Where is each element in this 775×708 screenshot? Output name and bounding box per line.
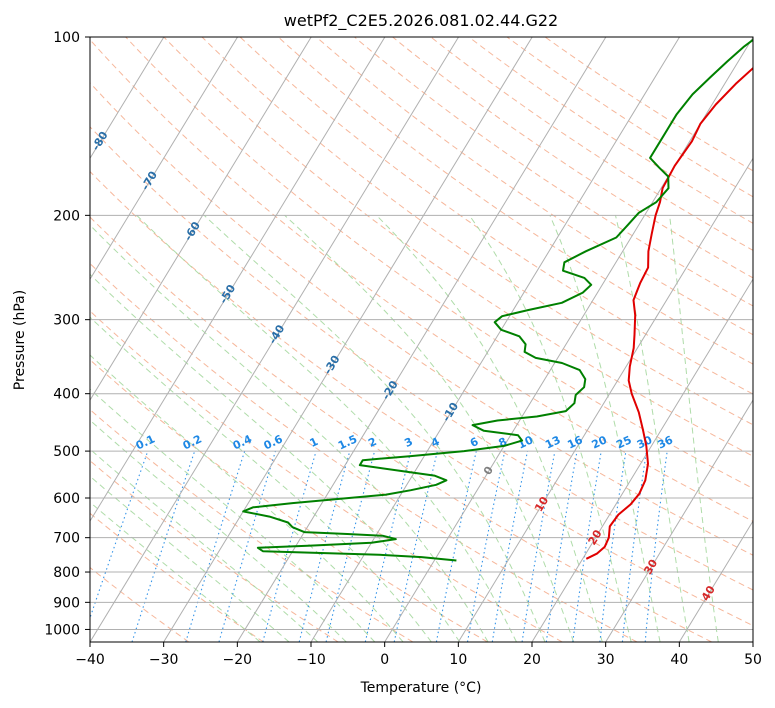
moist-adiabat-line — [90, 388, 376, 642]
mixing-ratio-line — [262, 450, 317, 642]
x-tick-label: 10 — [449, 652, 467, 668]
moist-adiabat-line — [90, 316, 432, 642]
temperature-profile-line — [585, 66, 753, 560]
plot-area: -100-90-80-70-60-50-40-30-20-10010203040… — [90, 37, 753, 642]
moist-adiabat-line — [90, 354, 404, 642]
moist-adiabat-line — [615, 215, 690, 642]
y-tick-label: 1000 — [44, 622, 80, 638]
moist-adiabat-line — [90, 419, 347, 642]
dry-adiabat-line — [163, 37, 753, 457]
mixing-ratio-line — [599, 451, 627, 642]
moist-adiabat-line — [90, 501, 261, 642]
mixing-ratio-line — [435, 450, 477, 642]
y-tick-label: 100 — [53, 30, 80, 46]
x-tick-label: 20 — [523, 652, 541, 668]
isotherm-line — [90, 37, 238, 281]
isotherm-line — [90, 37, 386, 523]
dry-adiabat-line — [90, 82, 753, 556]
mixing-ratio-line — [491, 450, 529, 642]
isotherm-line — [531, 278, 753, 642]
dry-adiabat-line — [90, 38, 753, 522]
y-axis-label: Pressure (hPa) — [12, 290, 28, 390]
isotherm-line — [236, 37, 607, 642]
moist-adiabat-line — [90, 448, 319, 642]
mixing-ratio-line — [466, 450, 506, 642]
y-tick-label: 500 — [53, 444, 80, 460]
moist-adiabat-line — [669, 215, 719, 642]
isotherm-line — [90, 37, 165, 160]
plot-frame — [89, 36, 754, 643]
x-tick-label: −10 — [296, 652, 326, 668]
mixing-ratio-line — [325, 450, 376, 642]
dry-adiabat-line — [90, 262, 638, 642]
dry-adiabat-line — [90, 512, 264, 642]
x-tick-label: −30 — [149, 652, 179, 668]
dry-adiabat-line — [239, 37, 753, 395]
x-tick-label: −20 — [223, 652, 253, 668]
mixing-ratio-line — [298, 450, 351, 642]
isotherm-line — [90, 37, 459, 642]
moist-adiabat-line — [90, 224, 489, 642]
mixing-ratio-line — [131, 450, 196, 642]
mixing-ratio-line — [521, 450, 556, 642]
y-tick-label: 300 — [53, 313, 80, 329]
x-axis-label: Temperature (°C) — [360, 680, 482, 696]
dry-adiabat-line — [544, 37, 753, 172]
mixing-ratio-line — [185, 450, 246, 642]
x-tick-label: −40 — [75, 652, 105, 668]
moist-adiabat-line — [90, 273, 461, 642]
isotherm-line — [457, 157, 753, 642]
dry-adiabat-line — [506, 37, 753, 198]
mixing-ratio-line — [393, 450, 438, 642]
chart-title: wetPf2_C2E5.2026.081.02.44.G22 — [284, 11, 558, 31]
mixing-ratio-label: 36 — [656, 433, 676, 451]
dry-adiabat-line — [90, 310, 563, 642]
y-tick-label: 900 — [53, 595, 80, 611]
mixing-ratio-line — [218, 450, 277, 642]
dry-adiabat-line — [277, 37, 753, 365]
moist-adiabat-line — [203, 214, 546, 642]
mixing-ratio-line — [644, 451, 668, 642]
y-tick-label: 200 — [53, 208, 80, 224]
y-tick-label: 700 — [53, 531, 80, 547]
y-tick-label: 400 — [53, 387, 80, 403]
isotherm-line — [163, 37, 533, 642]
x-tick-label: 50 — [744, 652, 762, 668]
x-tick-label: 0 — [380, 652, 389, 668]
isotherm-line — [605, 399, 753, 642]
mixing-ratio-line — [572, 451, 602, 642]
mixing-ratio-label: 13 — [543, 433, 562, 451]
mixing-ratio-line — [621, 451, 647, 642]
isotherm-line — [310, 37, 680, 642]
dry-adiabat-line — [90, 216, 712, 642]
dry-adiabat-line — [201, 37, 753, 426]
axes: −40 −30 −20 −10 0 10 20 30 40 50 100 200 300 400 500 60… — [44, 30, 762, 668]
mixing-ratio-line — [364, 450, 412, 642]
mixing-ratio-label: 16 — [565, 433, 585, 451]
x-tick-label: 30 — [597, 652, 615, 668]
mixing-ratio-label: 20 — [590, 433, 610, 451]
isotherm-line — [678, 520, 753, 642]
y-tick-label: 800 — [53, 565, 80, 581]
y-tick-label: 600 — [53, 491, 80, 507]
moist-adiabat-line — [136, 214, 517, 642]
isotherm-line — [90, 37, 312, 402]
moist-adiabat-line — [549, 215, 661, 642]
dry-adiabat-line — [468, 37, 753, 224]
moist-adiabat-line — [284, 214, 575, 642]
isotherm-line — [384, 37, 753, 642]
moist-adiabat-line — [90, 475, 290, 642]
dry-adiabat-line — [430, 37, 753, 251]
mixing-ratio-label: 25 — [614, 433, 633, 451]
dry-adiabat-line — [90, 408, 414, 642]
x-tick-label: 40 — [670, 652, 688, 668]
dewpoint-profile-line — [242, 38, 753, 562]
